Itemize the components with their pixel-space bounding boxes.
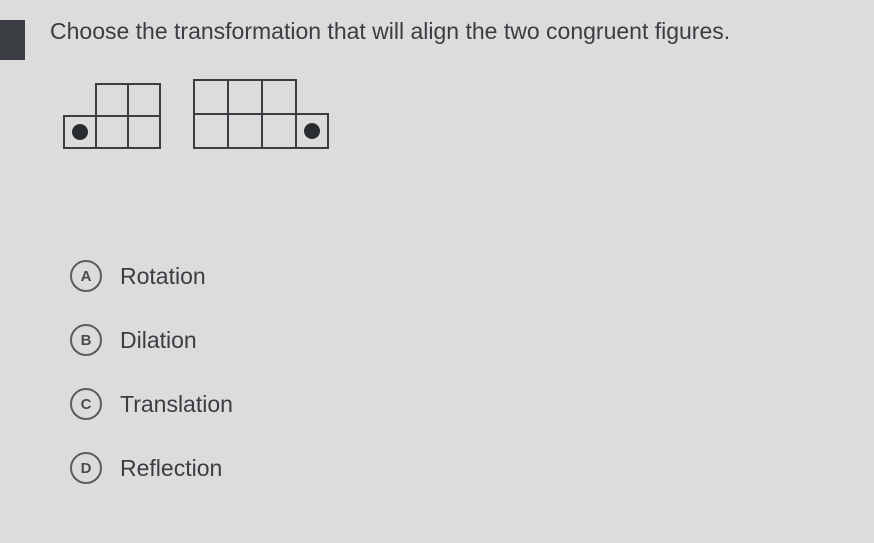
option-label-a: Rotation (120, 263, 206, 290)
option-label-b: Dilation (120, 327, 197, 354)
option-label-d: Reflection (120, 455, 222, 482)
option-label-c: Translation (120, 391, 233, 418)
figure-2 (192, 78, 330, 150)
option-b[interactable]: B Dilation (70, 324, 233, 356)
option-d[interactable]: D Reflection (70, 452, 233, 484)
option-a[interactable]: A Rotation (70, 260, 233, 292)
question-text: Choose the transformation that will alig… (50, 18, 730, 45)
figures-container (62, 78, 330, 150)
option-letter-c: C (70, 388, 102, 420)
option-letter-d: D (70, 452, 102, 484)
question-marker (0, 20, 25, 60)
option-letter-a: A (70, 260, 102, 292)
option-c[interactable]: C Translation (70, 388, 233, 420)
option-letter-b: B (70, 324, 102, 356)
options-container: A Rotation B Dilation C Translation D Re… (70, 260, 233, 516)
figure-1 (62, 82, 162, 150)
